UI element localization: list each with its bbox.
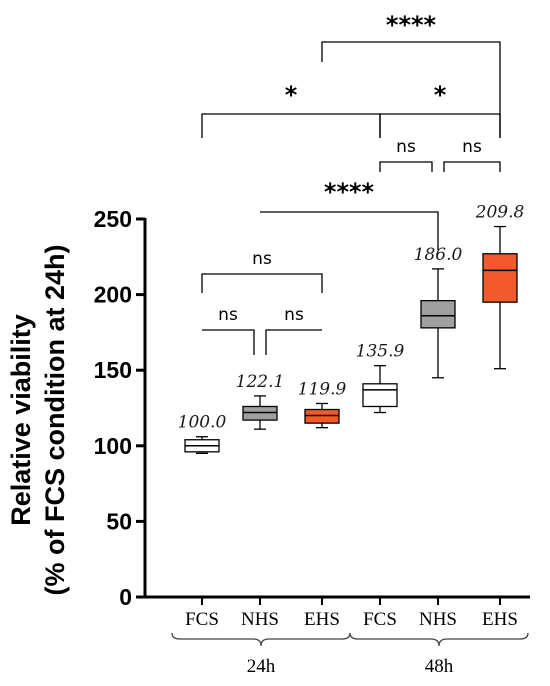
bracket-line bbox=[443, 161, 501, 172]
box-body bbox=[482, 253, 518, 303]
y-tick-label: 150 bbox=[94, 357, 132, 383]
x-tick-label: EHS bbox=[304, 609, 340, 630]
box-48h-EHS: 209.8 bbox=[475, 203, 525, 370]
y-axis-title-line1: Relative viability bbox=[6, 314, 36, 526]
significance-label: ns bbox=[462, 137, 482, 157]
value-label: 100.0 bbox=[178, 413, 227, 433]
x-tick-label: EHS bbox=[482, 609, 518, 630]
y-tick-label: 100 bbox=[94, 433, 132, 459]
significance-label: * bbox=[434, 81, 447, 109]
y-tick-label: 50 bbox=[106, 508, 132, 534]
y-tick-label: 0 bbox=[119, 584, 132, 610]
group-brace bbox=[171, 632, 351, 647]
significance-label: **** bbox=[324, 178, 375, 206]
value-label: 209.8 bbox=[475, 203, 525, 223]
bracket-line bbox=[321, 41, 501, 138]
y-axis: 0 50 100 150 200 250 bbox=[94, 206, 147, 610]
box-24h-NHS: 122.1 bbox=[236, 372, 285, 430]
x-tick-label: NHS bbox=[419, 609, 457, 630]
value-label: 186.0 bbox=[414, 245, 463, 265]
significance-bracket: **** bbox=[321, 11, 501, 138]
value-label: 119.9 bbox=[298, 379, 347, 399]
box-body bbox=[420, 299, 456, 329]
boxes: 100.0 122.1 119.9 135.9 186.0 209.8 bbox=[178, 203, 525, 455]
group-label: 48h bbox=[425, 656, 454, 677]
significance-label: **** bbox=[386, 11, 437, 39]
value-label: 135.9 bbox=[356, 342, 405, 362]
significance-label: * bbox=[285, 81, 298, 109]
significance-bracket: ns bbox=[202, 305, 255, 355]
x-axis: FCS NHS EHS 24h FCS NHS EHS 48h bbox=[144, 595, 530, 677]
y-tick-label: 250 bbox=[94, 206, 132, 232]
box-body bbox=[304, 408, 340, 424]
box-48h-NHS: 186.0 bbox=[414, 245, 463, 379]
x-tick-label: FCS bbox=[185, 609, 219, 630]
bracket-line bbox=[260, 211, 439, 250]
significance-bracket: ns bbox=[379, 137, 433, 172]
significance-bracket: ns bbox=[201, 249, 323, 293]
significance-label: ns bbox=[218, 305, 238, 325]
significance-bracket: * bbox=[201, 81, 381, 138]
bracket-line bbox=[379, 113, 501, 138]
significance-bracket: ns bbox=[265, 305, 322, 355]
x-tick-label: FCS bbox=[363, 609, 397, 630]
group-label: 24h bbox=[247, 656, 276, 677]
x-tick-label: NHS bbox=[241, 609, 279, 630]
box-24h-FCS: 100.0 bbox=[178, 413, 227, 455]
y-axis-title-line2: (% of FCS condition at 24h) bbox=[40, 245, 70, 596]
value-label: 122.1 bbox=[236, 372, 285, 392]
bracket-line bbox=[379, 161, 433, 172]
significance-bracket: * bbox=[379, 81, 501, 138]
significance-bracket: **** bbox=[260, 178, 439, 250]
y-tick-label: 200 bbox=[94, 282, 132, 308]
significance-label: ns bbox=[252, 249, 272, 269]
significance-label: ns bbox=[396, 137, 416, 157]
significance-bracket: ns bbox=[443, 137, 501, 172]
box-24h-EHS: 119.9 bbox=[298, 379, 347, 429]
significance-label: ns bbox=[284, 305, 304, 325]
box-body bbox=[242, 405, 278, 421]
bracket-line bbox=[202, 329, 255, 355]
bracket-line bbox=[265, 329, 322, 355]
box-body bbox=[362, 383, 398, 408]
bracket-line bbox=[201, 273, 323, 293]
y-axis-title: Relative viability (% of FCS condition a… bbox=[6, 245, 70, 596]
box-48h-FCS: 135.9 bbox=[356, 342, 405, 414]
bracket-line bbox=[201, 113, 381, 138]
group-brace bbox=[349, 632, 529, 647]
